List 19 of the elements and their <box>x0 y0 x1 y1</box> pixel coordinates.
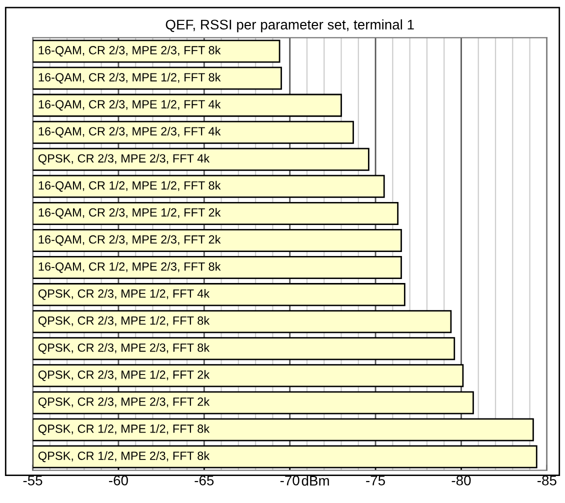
y-tick-label: 16-QAM, CR 2/3, MPE 2/3, FFT 2k <box>38 234 221 246</box>
y-tick-label: 16-QAM, CR 1/2, MPE 1/2, FFT 8k <box>38 180 221 192</box>
x-axis-title: dBm <box>302 475 329 486</box>
y-tick-label: QPSK, CR 2/3, MPE 2/3, FFT 4k <box>38 154 210 165</box>
y-tick-label: QPSK, CR 2/3, MPE 1/2, FFT 2k <box>38 370 210 381</box>
y-tick-label: QPSK, CR 2/3, MPE 1/2, FFT 8k <box>38 316 210 327</box>
y-tick-label: QPSK, CR 2/3, MPE 2/3, FFT 8k <box>38 343 210 354</box>
y-tick-label: 16-QAM, CR 2/3, MPE 1/2, FFT 8k <box>38 72 221 84</box>
y-tick-label: QPSK, CR 1/2, MPE 1/2, FFT 8k <box>38 424 210 436</box>
y-tick-label: 16-QAM, CR 2/3, MPE 1/2, FFT 2k <box>38 208 221 219</box>
y-tick-label: 16-QAM, CR 2/3, MPE 1/2, FFT 4k <box>38 100 221 111</box>
x-tick-label: -60 <box>109 476 128 486</box>
y-tick-label: 16-QAM, CR 2/3, MPE 2/3, FFT 8k <box>38 46 221 57</box>
chart-title: QEF, RSSI per parameter set, terminal 1 <box>166 19 414 32</box>
y-tick-label: QPSK, CR 2/3, MPE 1/2, FFT 4k <box>38 289 210 300</box>
y-tick-label: 16-QAM, CR 1/2, MPE 2/3, FFT 8k <box>38 262 221 273</box>
y-tick-label: QPSK, CR 2/3, MPE 2/3, FFT 2k <box>38 397 210 408</box>
y-tick-label: QPSK, CR 1/2, MPE 2/3, FFT 8k <box>38 451 210 462</box>
y-tick-label: 16-QAM, CR 2/3, MPE 2/3, FFT 4k <box>38 126 221 138</box>
